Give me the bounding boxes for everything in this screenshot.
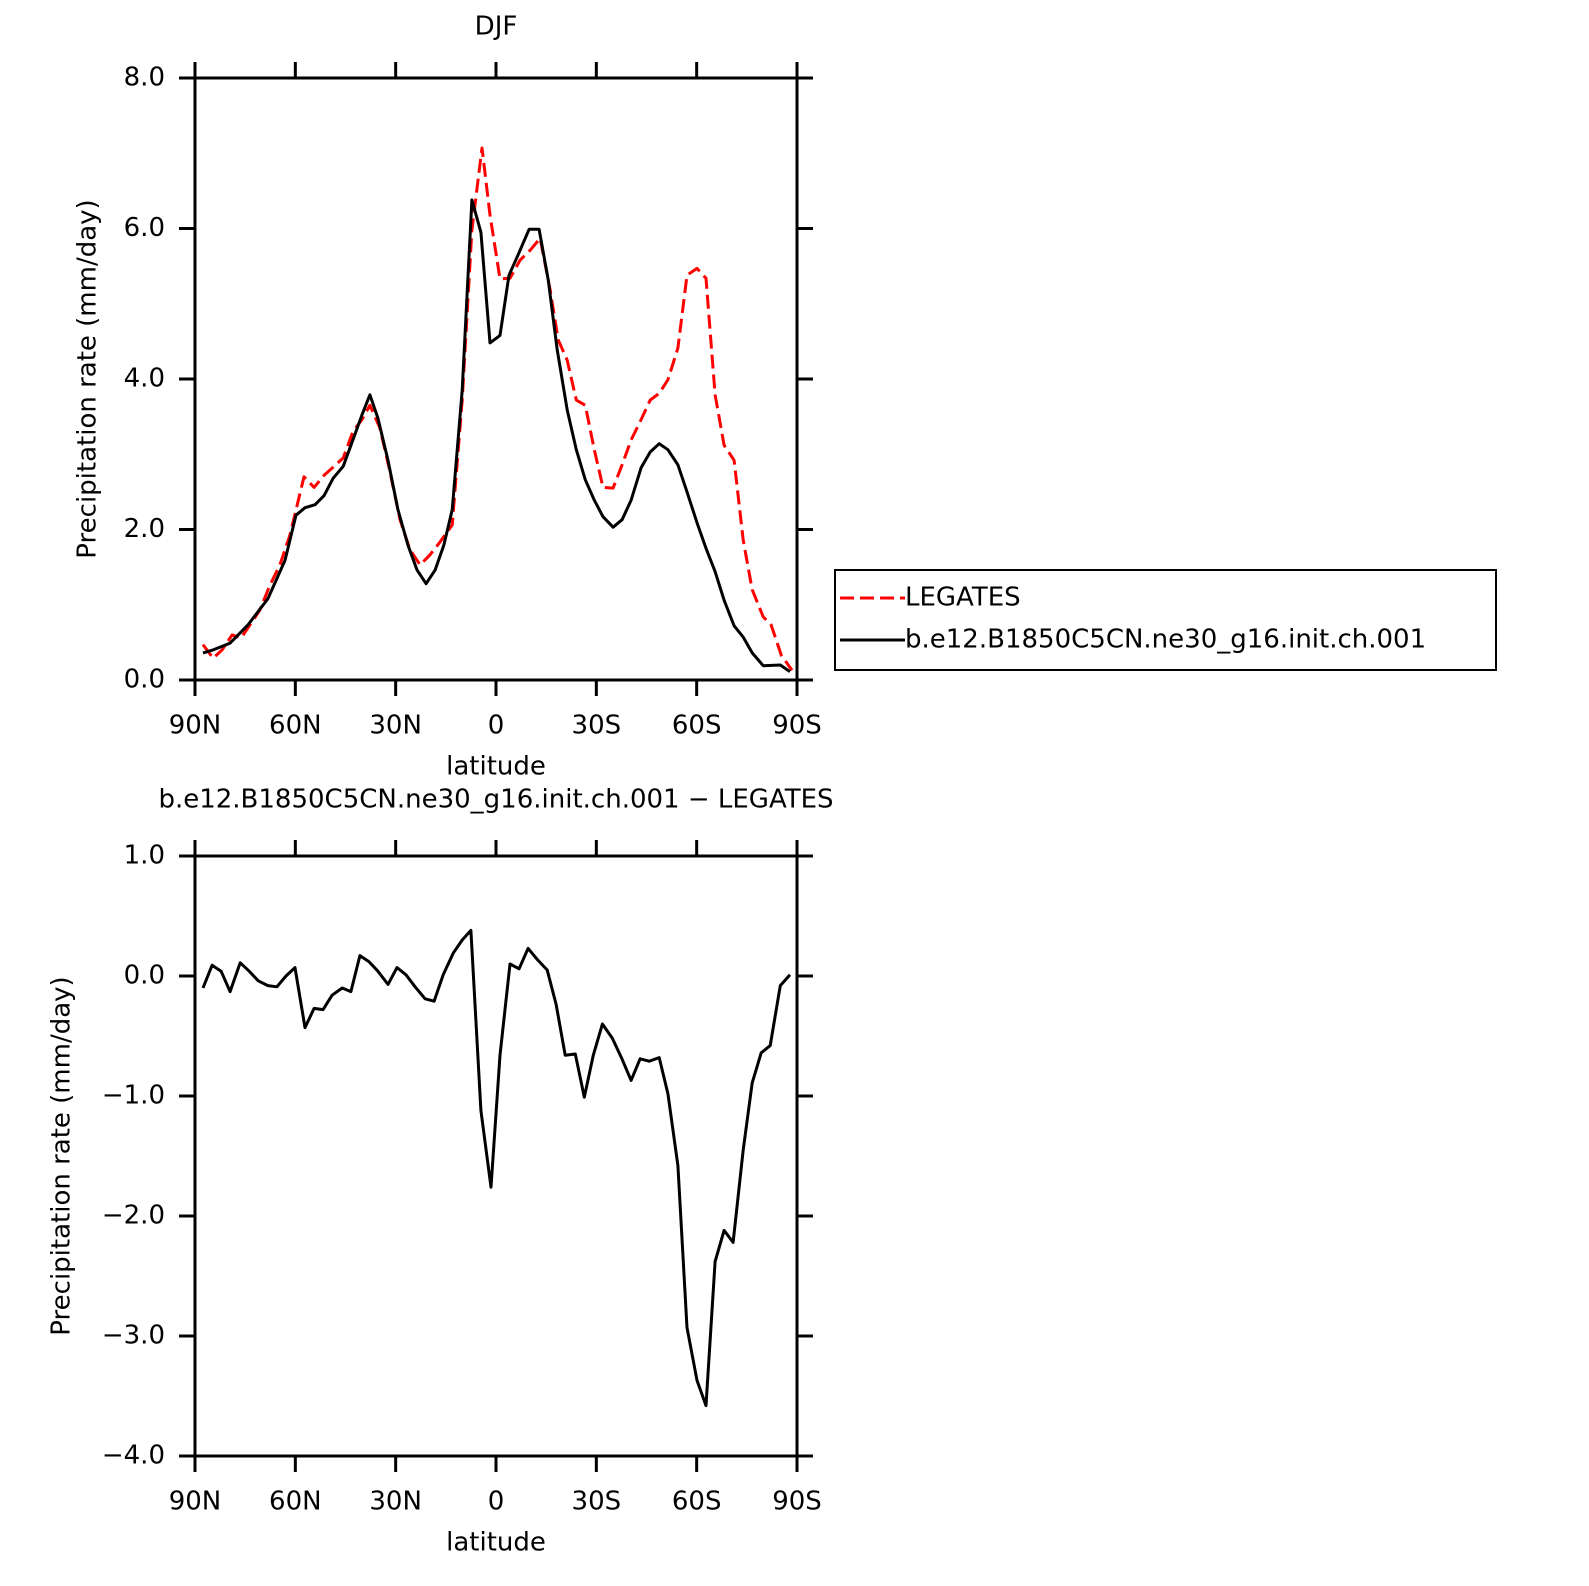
x-tick-label: 60S — [672, 711, 722, 741]
y-axis-label: Precipitation rate (mm/day) — [47, 976, 77, 1335]
plot-frame — [193, 854, 799, 1458]
x-tick-label: 0 — [488, 711, 505, 741]
plot-frame — [193, 76, 799, 682]
y-tick-label: 0.0 — [124, 665, 165, 695]
x-tick-label: 30N — [369, 1487, 422, 1517]
y-tick-label: 6.0 — [124, 213, 165, 243]
x-tick-label: 0 — [488, 1487, 505, 1517]
chart-title: b.e12.B1850C5CN.ne30_g16.init.ch.001 − L… — [158, 785, 833, 815]
x-tick-label: 90S — [772, 711, 822, 741]
x-tick-label: 60S — [672, 1487, 722, 1517]
x-tick-label: 60N — [269, 1487, 322, 1517]
y-tick-label: 4.0 — [124, 364, 165, 394]
legend-label: b.e12.B1850C5CN.ne30_g16.init.ch.001 — [905, 625, 1426, 655]
x-axis-label: latitude — [446, 752, 546, 782]
y-tick-label: −2.0 — [102, 1201, 165, 1231]
legend-label: LEGATES — [905, 583, 1021, 613]
chart-title: DJF — [475, 12, 518, 42]
x-tick-label: 30S — [572, 1487, 622, 1517]
y-tick-label: 1.0 — [124, 841, 165, 871]
y-tick-label: −4.0 — [102, 1441, 165, 1471]
y-tick-label: 8.0 — [124, 63, 165, 93]
y-axis-label: Precipitation rate (mm/day) — [73, 199, 103, 558]
data-line — [202, 198, 791, 673]
x-tick-label: 30S — [572, 711, 622, 741]
x-tick-label: 90N — [169, 1487, 222, 1517]
x-tick-label: 90N — [169, 711, 222, 741]
y-tick-label: −3.0 — [102, 1321, 165, 1351]
y-tick-label: −1.0 — [102, 1081, 165, 1111]
x-tick-label: 30N — [369, 711, 422, 741]
x-tick-label: 90S — [772, 1487, 822, 1517]
x-tick-label: 60N — [269, 711, 322, 741]
legend-box — [834, 569, 1497, 671]
y-tick-label: 0.0 — [124, 961, 165, 991]
y-tick-label: 2.0 — [124, 514, 165, 544]
data-line — [201, 146, 794, 672]
data-line — [201, 928, 792, 1408]
x-axis-label: latitude — [446, 1528, 546, 1558]
